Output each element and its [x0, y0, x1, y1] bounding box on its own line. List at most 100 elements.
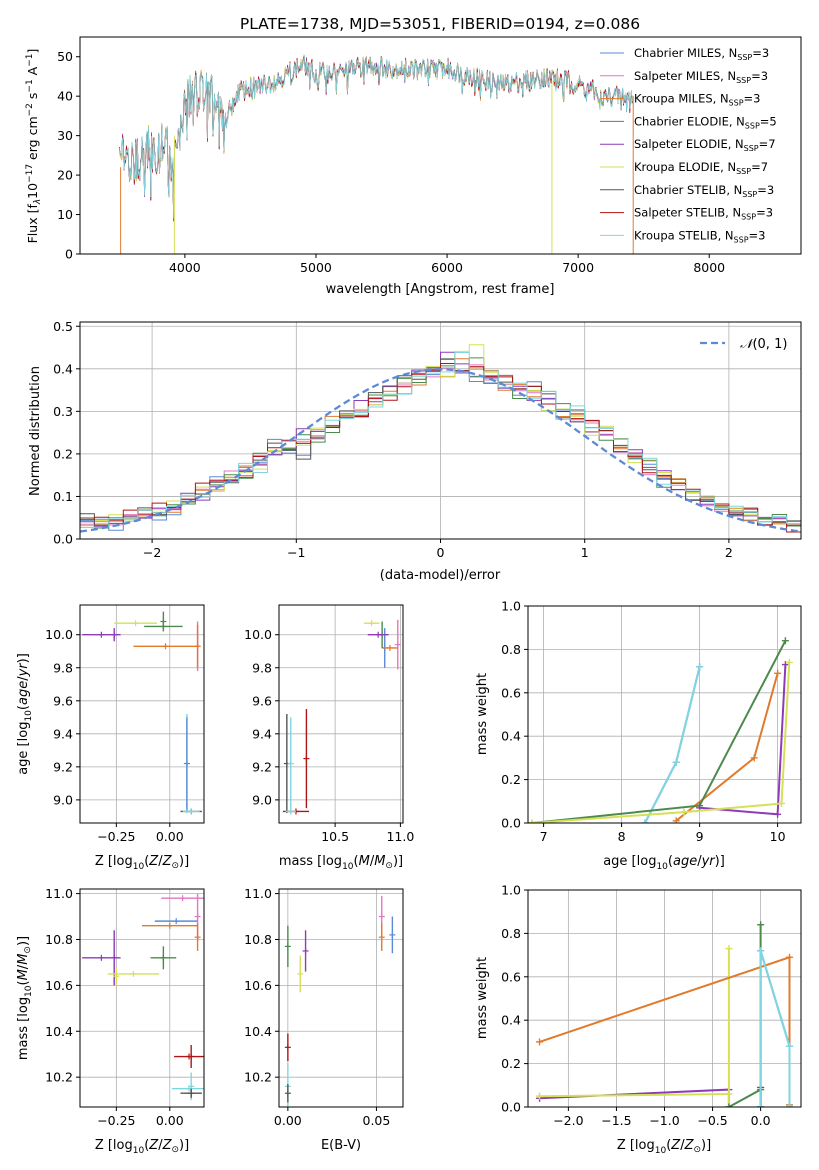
x-tick-label: 10 [770, 829, 786, 844]
label-part: Chabrier STELIB, N [634, 183, 742, 197]
legend-label: Kroupa STELIB, NSSP=3 [634, 228, 765, 244]
label-part: Salpeter STELIB, N [634, 206, 741, 220]
label-part: 10 [24, 985, 34, 997]
y-tick-label: 0.8 [501, 926, 521, 941]
grid [279, 889, 403, 1107]
legend-label: Kroupa ELODIE, NSSP=7 [634, 160, 768, 176]
label-part: ( [144, 854, 149, 869]
plot-area [282, 619, 401, 815]
label-part: ( [668, 854, 673, 869]
x-tick-label: 0.05 [363, 1113, 391, 1128]
frame: 10.5 11.0 9.0 9.2 9.4 9.6 9.8 10.0 [244, 604, 414, 844]
label-part: Z [684, 1138, 695, 1153]
label-part: age [log [603, 854, 656, 869]
y-tick-label: 9.8 [252, 660, 272, 675]
y-tick-label: 0.4 [501, 1013, 521, 1028]
y-tick-label: 0.6 [501, 685, 521, 700]
plot-area [80, 344, 801, 533]
y-tick-label: 0.4 [53, 361, 73, 376]
label-part: )] [179, 1138, 189, 1153]
y-tick-label: 10.6 [45, 978, 73, 993]
y-tick-label: 0.2 [501, 1056, 521, 1071]
y-tick-label: 0 [65, 247, 73, 262]
label-part: SSP [734, 235, 749, 244]
panel-ebv-mass: 0.00 0.05 10.2 10.4 10.6 10.8 11.0 E(B-V) [244, 886, 404, 1153]
y-tick-label: 1.0 [501, 883, 521, 898]
label-part: =3 [751, 69, 768, 83]
label-part: Z [log [617, 1138, 655, 1153]
x-tick-label: 4000 [169, 260, 201, 275]
weight-line [539, 1088, 730, 1107]
frame: 4000 5000 6000 7000 8000 0 10 20 30 40 50 [57, 36, 802, 275]
label-part: / [370, 854, 375, 869]
legend-label: Chabrier ELODIE, NSSP=5 [634, 114, 777, 130]
x-tick-label: 9 [696, 829, 704, 844]
label-part: / [16, 964, 31, 969]
x-tick-label: −1.5 [601, 1113, 631, 1128]
label-part: =3 [744, 92, 761, 106]
label-part: 10 [342, 862, 354, 872]
label-part: 10 [655, 1146, 667, 1156]
x-axis-label: E(B-V) [321, 1138, 361, 1153]
label-part: =7 [751, 160, 768, 174]
plot-area [284, 895, 396, 1107]
label-part: mass [log [279, 854, 342, 869]
y-tick-label: 0.5 [53, 319, 73, 334]
x-tick-label: 6000 [431, 260, 463, 275]
x-axis-label: Z [log10(Z/Z⊙)] [95, 854, 189, 872]
label-part: 10 [656, 862, 668, 872]
label-part: Kroupa MILES, N [634, 92, 729, 106]
x-tick-label: 10.5 [321, 829, 349, 844]
y-tick-label: 10.6 [244, 978, 272, 993]
label-part: SSP [729, 99, 744, 108]
spectrum-line [118, 55, 633, 219]
label-part: )] [393, 854, 403, 869]
x-tick-label: 5000 [300, 260, 332, 275]
label-part: SSP [744, 144, 759, 153]
x-axis-label: (data-model)/error [380, 568, 501, 583]
label-part: wavelength [Angstrom, rest frame] [326, 282, 555, 297]
x-tick-label: 11.0 [386, 829, 414, 844]
plot-area [118, 54, 634, 254]
x-tick-label: −0.5 [697, 1113, 727, 1128]
y-tick-label: 10.0 [244, 627, 272, 642]
x-tick-label: −1.0 [649, 1113, 679, 1128]
label-part: ⊙ [171, 1145, 179, 1155]
label-part: SSP [736, 76, 751, 85]
legend-label: Kroupa MILES, NSSP=3 [634, 92, 760, 108]
x-tick-label: 7000 [562, 260, 594, 275]
y-tick-label: 9.6 [53, 693, 73, 708]
weight-line [675, 673, 779, 822]
label-part: λ [33, 199, 43, 205]
y-tick-label: 9.0 [252, 792, 272, 807]
label-part: =7 [759, 137, 776, 151]
label-part: (0, 1) [752, 337, 787, 352]
weight-line [531, 811, 685, 823]
frame: 0.00 0.05 10.2 10.4 10.6 10.8 11.0 [244, 886, 404, 1128]
legend-label: Salpeter ELODIE, NSSP=7 [634, 137, 776, 153]
y-tick-label: 0.8 [501, 642, 521, 657]
y-tick-label: 0.1 [53, 489, 73, 504]
panel-spectrum: 4000 5000 6000 7000 8000 0 10 20 30 40 50 wavelengt… [25, 36, 802, 297]
axes-frame [79, 888, 205, 1108]
label-part: s [25, 93, 40, 104]
label-part: M [374, 854, 385, 869]
y-tick-label: 0.0 [53, 532, 73, 547]
frame: 7 8 9 10 0.0 0.2 0.4 0.6 0.8 1.0 [501, 599, 802, 844]
label-part: =3 [749, 228, 766, 242]
plot-area [536, 921, 793, 1107]
y-tick-label: 9.6 [252, 693, 272, 708]
label-part: ⊙ [385, 861, 393, 871]
label-part: Kroupa STELIB, N [634, 228, 734, 242]
y-tick-label: 10.2 [244, 1070, 272, 1085]
label-part: Z [670, 1138, 681, 1153]
x-axis-label: mass [log10(M/M⊙)] [279, 854, 403, 872]
y-tick-label: 10.8 [244, 932, 272, 947]
x-tick-label: −0.25 [97, 829, 135, 844]
label-part: SSP [741, 213, 756, 222]
label-part: Z [log [95, 854, 133, 869]
y-axis-label: Flux [fλ10−17 erg cm−2 s−1 A−1] [25, 49, 43, 244]
y-tick-label: 0.2 [53, 446, 73, 461]
y-tick-label: 10.2 [45, 1070, 73, 1085]
